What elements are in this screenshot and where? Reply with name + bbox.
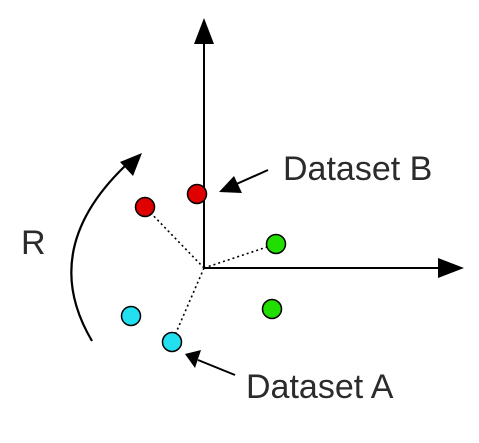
dataset-b-pointer	[231, 169, 269, 187]
rotation-arc-arrowhead	[120, 153, 142, 176]
point-red-left	[134, 196, 156, 218]
connector-cyan-lower	[171, 267, 205, 343]
point-cyan-lower	[161, 331, 183, 353]
x-axis-arrowhead	[438, 258, 464, 278]
point-green-upper	[265, 233, 287, 255]
rotation-label: R	[21, 224, 46, 262]
dataset-a-pointer	[197, 359, 236, 376]
rotation-arc	[70, 165, 126, 342]
dataset-b-label: Dataset B	[283, 150, 432, 188]
y-axis-arrowhead	[194, 18, 214, 44]
connector-green-upper	[203, 243, 277, 269]
point-green-lower	[261, 298, 283, 320]
point-cyan-left	[120, 305, 142, 327]
dataset-a-label: Dataset A	[246, 368, 394, 406]
dataset-b-pointer-arrowhead	[219, 176, 242, 193]
dataset-a-pointer-arrowhead	[185, 350, 201, 368]
point-red-upper	[186, 183, 208, 205]
connector-red-left	[144, 206, 205, 269]
